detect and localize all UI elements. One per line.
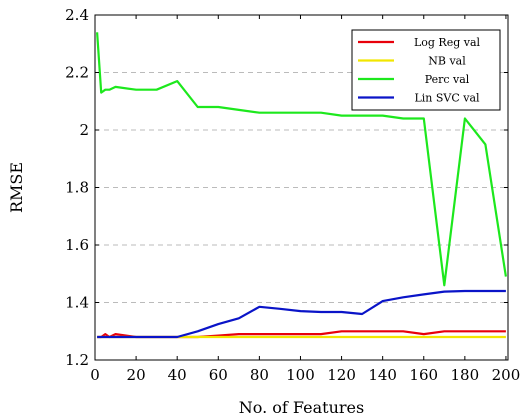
legend: Log Reg val NB val Perc val Lin SVC val: [351, 29, 501, 111]
x-tick-label: 20: [127, 366, 146, 384]
y-tick-label: 1.2: [65, 351, 89, 369]
series-line-0: [97, 330, 506, 339]
x-tick-label: 180: [451, 366, 480, 384]
x-tick-label: 100: [286, 366, 315, 384]
x-tick-label: 200: [492, 366, 521, 384]
y-tick-label: 1.8: [65, 179, 89, 197]
y-tick-label: 1.6: [65, 236, 89, 254]
tick-label-layer: 0 20 40 60 80 100 120 140 160 180 200 1.2 1.4 1.6 1.8 2…: [65, 6, 520, 384]
series-line-2: [96, 32, 507, 287]
x-tick-label: 120: [327, 366, 356, 384]
x-tick-label: 160: [409, 366, 438, 384]
series-layer: [96, 32, 507, 339]
legend-items: Log Reg val NB val Perc val Lin SVC val: [358, 36, 481, 105]
tick-layer: [94, 14, 508, 361]
legend-label: Log Reg val: [414, 36, 481, 49]
y-tick-label: 2: [79, 121, 89, 139]
x-tick-label: 80: [250, 366, 269, 384]
x-tick-label: 0: [90, 366, 100, 384]
legend-label: NB val: [428, 55, 466, 68]
x-axis-label: No. of Features: [239, 398, 364, 417]
y-tick-label: 2.4: [65, 6, 89, 24]
legend-label: Lin SVC val: [414, 92, 480, 105]
x-tick-label: 60: [209, 366, 228, 384]
y-axis-label: RMSE: [7, 162, 26, 213]
y-tick-label: 2.2: [65, 64, 89, 82]
y-tick-label: 1.4: [65, 294, 89, 312]
legend-label: Perc val: [425, 73, 470, 86]
series-line-3: [97, 289, 506, 339]
x-tick-label: 40: [168, 366, 187, 384]
x-tick-label: 140: [368, 366, 397, 384]
